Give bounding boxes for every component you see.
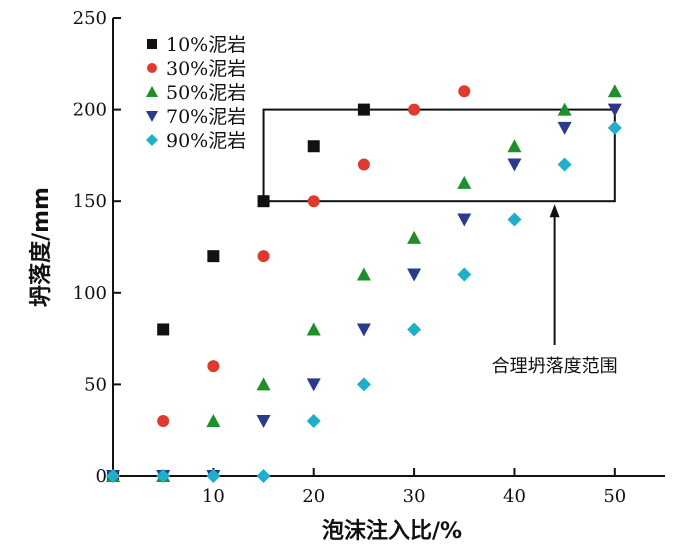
data-point-series-4: [256, 415, 271, 429]
data-point-series-3: [507, 139, 522, 153]
axes: 0 50 100 150 200 250 10 20 30 40 50: [73, 8, 665, 507]
data-point-series-3: [557, 102, 572, 116]
data-point-series-2: [357, 158, 370, 171]
data-point-series-5: [256, 469, 271, 483]
data-point-series-2: [157, 415, 170, 428]
legend-marker: [146, 134, 158, 146]
x-tick-label: 50: [603, 486, 626, 507]
legend-label: 10%泥岩: [166, 34, 246, 56]
data-point-series-3: [356, 267, 371, 281]
data-point-series-1: [357, 103, 370, 116]
x-tick-label: 40: [503, 486, 526, 507]
data-point-series-4: [306, 378, 321, 392]
data-point-series-5: [356, 377, 371, 392]
data-point-series-1: [257, 195, 270, 208]
arrow-head: [549, 204, 560, 218]
legend-marker: [147, 39, 157, 49]
x-tick-label: 20: [302, 486, 325, 507]
legend-label: 70%泥岩: [166, 106, 246, 128]
y-axis-label: 坍落度/mm: [28, 187, 54, 307]
y-tick-label: 150: [73, 191, 107, 212]
data-points: [106, 84, 622, 483]
legend-label: 30%泥岩: [166, 58, 246, 80]
y-tick-label: 200: [73, 100, 107, 121]
x-tick-label: 30: [403, 486, 426, 507]
data-point-series-2: [207, 360, 220, 373]
data-point-series-5: [457, 267, 472, 282]
data-point-series-3: [306, 322, 321, 336]
data-point-series-1: [307, 140, 320, 153]
y-tick-label: 50: [84, 374, 107, 395]
data-point-series-5: [156, 469, 171, 483]
data-point-series-3: [206, 414, 221, 428]
x-tick-label: 10: [202, 486, 225, 507]
data-point-series-5: [607, 120, 622, 135]
legend-label: 50%泥岩: [166, 82, 246, 104]
data-point-series-1: [157, 323, 170, 336]
data-point-series-1: [207, 250, 220, 263]
y-tick-label: 100: [73, 283, 107, 304]
data-point-series-5: [106, 469, 120, 483]
data-point-series-2: [307, 195, 320, 208]
data-point-series-4: [356, 323, 371, 337]
data-point-series-4: [507, 158, 522, 172]
data-point-series-3: [457, 175, 472, 189]
data-point-series-2: [408, 103, 421, 116]
legend-marker: [146, 111, 158, 122]
data-point-series-5: [206, 469, 221, 483]
data-point-series-5: [306, 414, 321, 429]
legend-label: 90%泥岩: [166, 130, 246, 152]
data-point-series-4: [557, 121, 572, 135]
data-point-series-3: [407, 230, 422, 244]
y-tick-label: 250: [73, 8, 107, 29]
y-tick-label: 0: [96, 466, 107, 487]
x-axis-label: 泡沫注入比/%: [322, 518, 462, 544]
data-point-series-4: [607, 103, 622, 117]
legend-marker: [146, 86, 158, 97]
annotation-layer: 合理坍落度范围: [262, 108, 618, 377]
annotation-label: 合理坍落度范围: [492, 356, 618, 377]
data-point-series-5: [557, 157, 572, 172]
range-box: [262, 108, 616, 203]
data-point-series-2: [458, 85, 471, 98]
data-point-series-2: [257, 250, 270, 263]
legend-marker: [147, 63, 157, 73]
data-point-series-3: [256, 377, 271, 391]
data-point-series-5: [407, 322, 422, 337]
data-point-series-4: [457, 213, 472, 227]
data-point-series-3: [607, 84, 622, 98]
data-point-series-4: [407, 268, 422, 282]
data-point-series-5: [507, 212, 522, 227]
